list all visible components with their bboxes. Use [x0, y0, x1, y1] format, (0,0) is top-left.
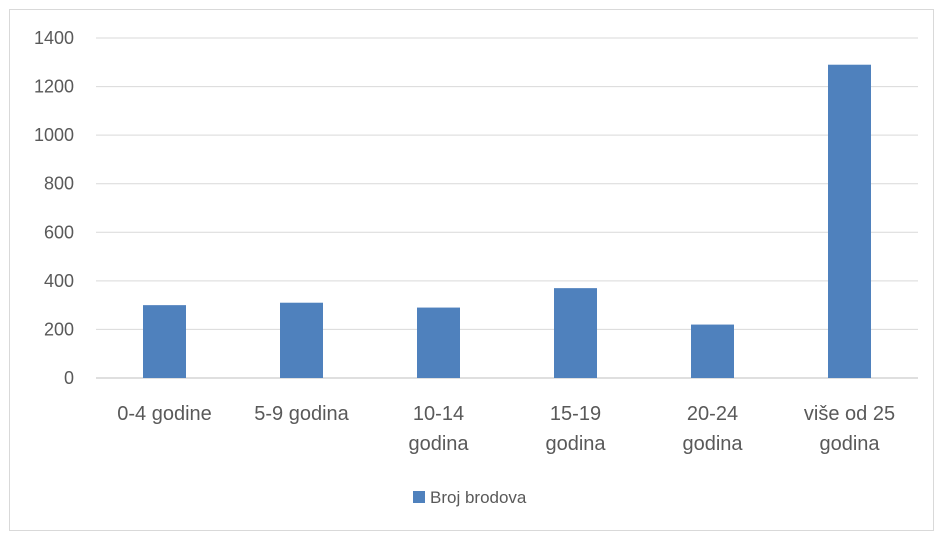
x-tick-label: godina [408, 433, 469, 455]
y-tick-label: 400 [44, 271, 74, 291]
y-tick-label: 1200 [34, 77, 74, 97]
x-tick-label: 15-19 [550, 403, 601, 425]
x-tick-label: 0-4 godine [117, 403, 212, 425]
y-tick-label: 200 [44, 319, 74, 339]
x-tick-label: 10-14 [413, 403, 464, 425]
bar [691, 324, 734, 378]
x-tick-label: godina [819, 433, 880, 455]
x-tick-label: godina [545, 433, 606, 455]
bar [554, 288, 597, 378]
chart-frame [9, 9, 934, 531]
x-tick-label: godina [682, 433, 743, 455]
bar [828, 64, 871, 378]
bar [417, 307, 460, 378]
x-tick-label: više od 25 [804, 403, 895, 425]
x-tick-label: 5-9 godina [254, 403, 349, 425]
y-tick-label: 0 [64, 368, 74, 388]
x-tick-label: 20-24 [687, 403, 738, 425]
y-tick-label: 1000 [34, 125, 74, 145]
legend-label: Broj brodova [430, 488, 527, 507]
bar [143, 305, 186, 378]
y-tick-label: 600 [44, 222, 74, 242]
y-tick-label: 800 [44, 174, 74, 194]
legend-swatch [413, 491, 425, 503]
y-tick-label: 1400 [34, 28, 74, 48]
bar [280, 302, 323, 378]
